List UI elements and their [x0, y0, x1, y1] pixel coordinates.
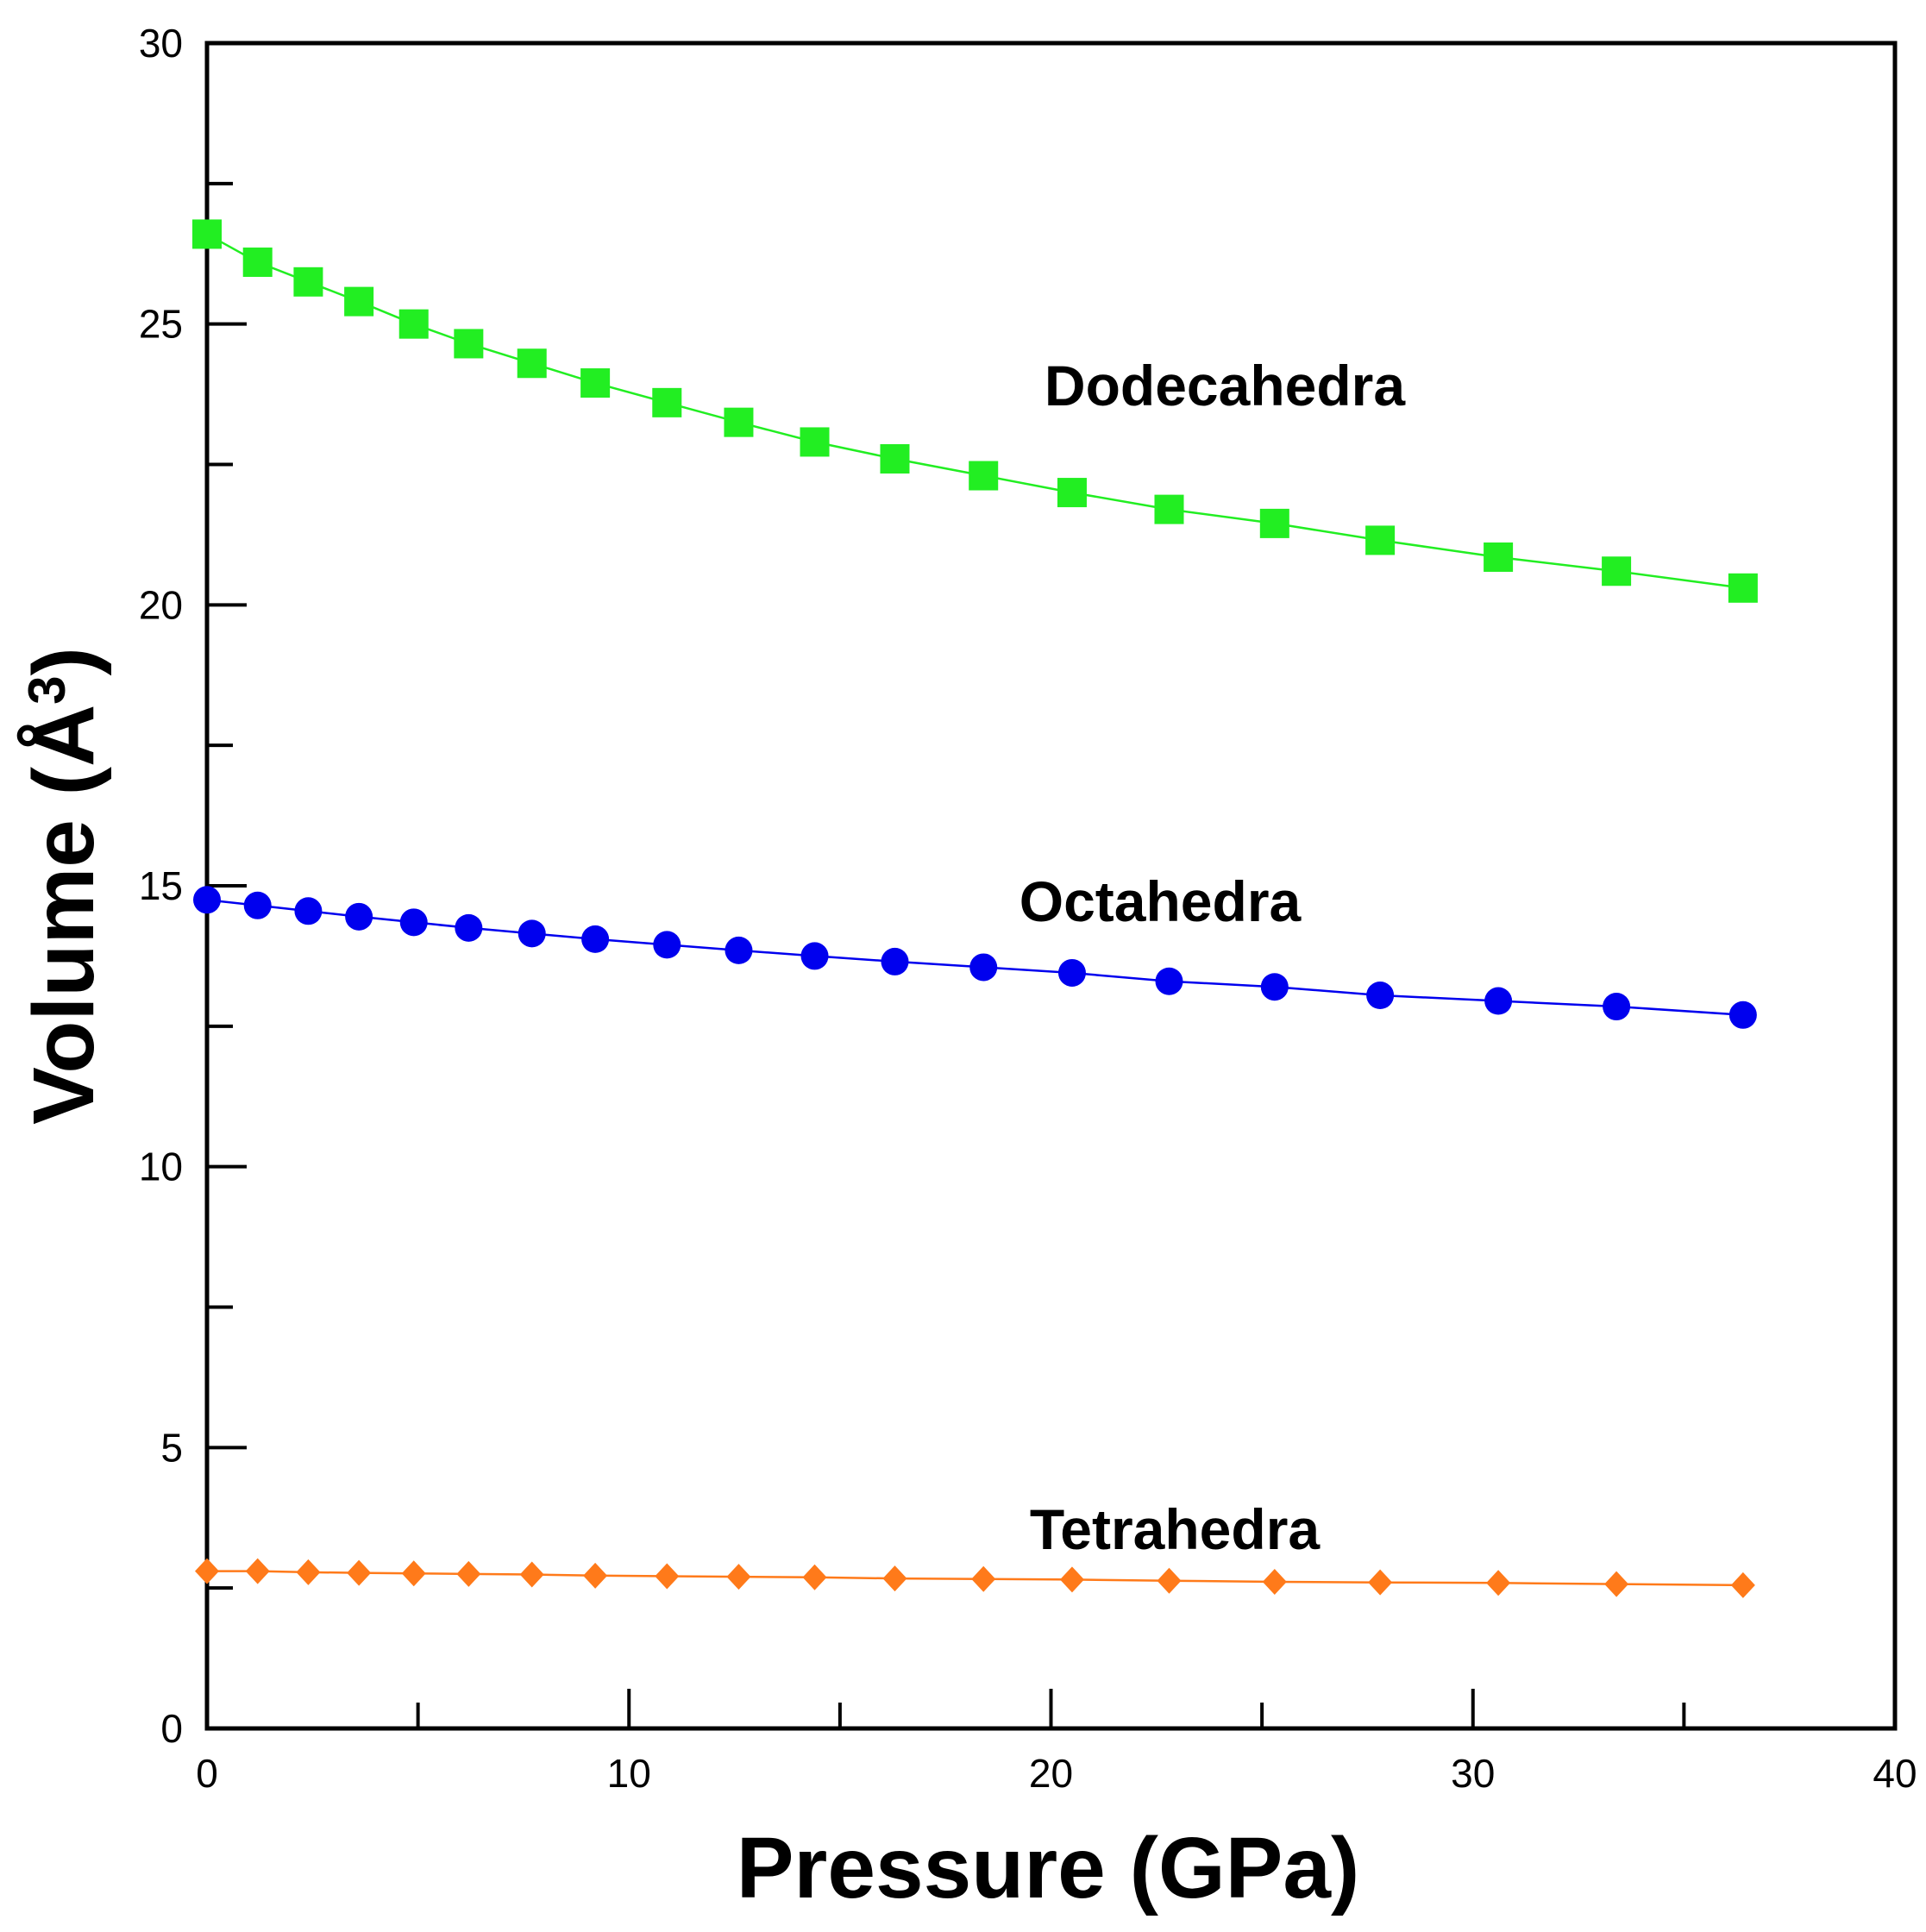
series-octahedra — [193, 886, 1757, 1029]
data-point-tetrahedra — [195, 1558, 219, 1584]
data-point-tetrahedra — [655, 1563, 680, 1590]
data-point-tetrahedra — [1730, 1571, 1755, 1598]
y-tick-label: 30 — [139, 21, 183, 66]
y-tick-label: 0 — [160, 1706, 183, 1751]
data-point-dodecahedra — [580, 368, 611, 398]
data-point-dodecahedra — [969, 461, 999, 491]
data-point-octahedra — [193, 886, 221, 914]
data-point-dodecahedra — [398, 309, 429, 339]
data-point-tetrahedra — [245, 1558, 270, 1584]
data-point-tetrahedra — [456, 1560, 481, 1587]
data-point-octahedra — [294, 897, 323, 925]
data-point-dodecahedra — [1365, 525, 1396, 555]
data-point-octahedra — [345, 902, 373, 931]
data-point-octahedra — [518, 919, 546, 948]
axis-ticks: 0 10 20 30 40 0 5 10 15 20 25 30 — [139, 21, 1917, 1796]
data-point-dodecahedra — [517, 348, 547, 379]
data-point-octahedra — [455, 913, 483, 942]
data-point-tetrahedra — [882, 1565, 907, 1592]
y-tick-label: 10 — [139, 1145, 183, 1189]
data-point-tetrahedra — [519, 1561, 544, 1588]
series-layer — [192, 219, 1758, 1598]
x-tick-label: 30 — [1451, 1751, 1495, 1796]
y-tick-label: 5 — [160, 1425, 183, 1470]
data-point-dodecahedra — [454, 329, 484, 359]
data-point-octahedra — [1260, 973, 1289, 1001]
y-axis-title-superscript: 3 — [18, 675, 76, 704]
data-point-dodecahedra — [1484, 542, 1514, 572]
x-tick-label: 0 — [196, 1751, 218, 1796]
data-point-octahedra — [725, 936, 753, 964]
y-axis-title-main: Volume (Å — [16, 705, 112, 1125]
data-point-octahedra — [1728, 1000, 1757, 1029]
y-axis-title: Volume (Å3) — [16, 647, 112, 1125]
data-point-dodecahedra — [242, 248, 273, 278]
data-point-dodecahedra — [724, 407, 754, 437]
data-point-octahedra — [653, 931, 681, 959]
data-point-dodecahedra — [1154, 494, 1184, 524]
label-dodecahedra: Dodecahedra — [1045, 354, 1406, 417]
data-point-dodecahedra — [800, 427, 830, 457]
data-point-octahedra — [1603, 993, 1631, 1021]
data-point-octahedra — [1155, 967, 1183, 995]
data-point-tetrahedra — [1486, 1570, 1511, 1596]
data-point-dodecahedra — [880, 443, 910, 474]
data-point-dodecahedra — [652, 387, 682, 417]
y-tick-label: 20 — [139, 582, 183, 627]
data-point-octahedra — [969, 953, 998, 982]
data-point-tetrahedra — [347, 1559, 372, 1586]
label-tetrahedra: Tetrahedra — [1030, 1497, 1321, 1561]
data-point-octahedra — [1057, 958, 1086, 987]
data-point-tetrahedra — [1157, 1567, 1182, 1594]
y-tick-label: 15 — [139, 863, 183, 908]
x-tick-label: 10 — [607, 1751, 651, 1796]
data-point-tetrahedra — [583, 1562, 608, 1589]
data-point-tetrahedra — [1059, 1566, 1084, 1593]
data-point-tetrahedra — [1262, 1569, 1287, 1596]
y-axis-title-close: ) — [16, 647, 112, 675]
data-point-octahedra — [581, 925, 610, 953]
x-axis-title: Pressure (GPa) — [737, 1820, 1360, 1916]
data-point-tetrahedra — [1604, 1571, 1629, 1597]
data-point-octahedra — [399, 908, 428, 937]
data-point-tetrahedra — [401, 1560, 426, 1587]
x-tick-label: 20 — [1029, 1751, 1073, 1796]
data-point-octahedra — [243, 891, 272, 919]
data-point-dodecahedra — [293, 267, 323, 297]
data-point-tetrahedra — [726, 1564, 751, 1590]
series-tetrahedra — [195, 1558, 1755, 1598]
data-point-tetrahedra — [802, 1564, 827, 1590]
data-point-dodecahedra — [1602, 556, 1632, 586]
data-point-octahedra — [1484, 987, 1513, 1015]
data-point-octahedra — [1366, 982, 1395, 1010]
plot-frame — [204, 41, 1898, 1731]
data-point-tetrahedra — [971, 1565, 996, 1592]
data-point-dodecahedra — [192, 219, 222, 249]
data-point-dodecahedra — [344, 286, 374, 317]
data-point-octahedra — [800, 942, 829, 970]
y-tick-label: 25 — [139, 302, 183, 347]
data-point-dodecahedra — [1728, 573, 1758, 603]
data-point-octahedra — [881, 947, 909, 975]
x-tick-label: 40 — [1873, 1751, 1917, 1796]
data-point-tetrahedra — [1368, 1569, 1393, 1596]
data-point-tetrahedra — [296, 1559, 321, 1585]
data-point-dodecahedra — [1057, 478, 1087, 508]
data-point-dodecahedra — [1259, 508, 1289, 538]
label-octahedra: Octahedra — [1019, 869, 1302, 933]
series-dodecahedra — [192, 219, 1758, 603]
